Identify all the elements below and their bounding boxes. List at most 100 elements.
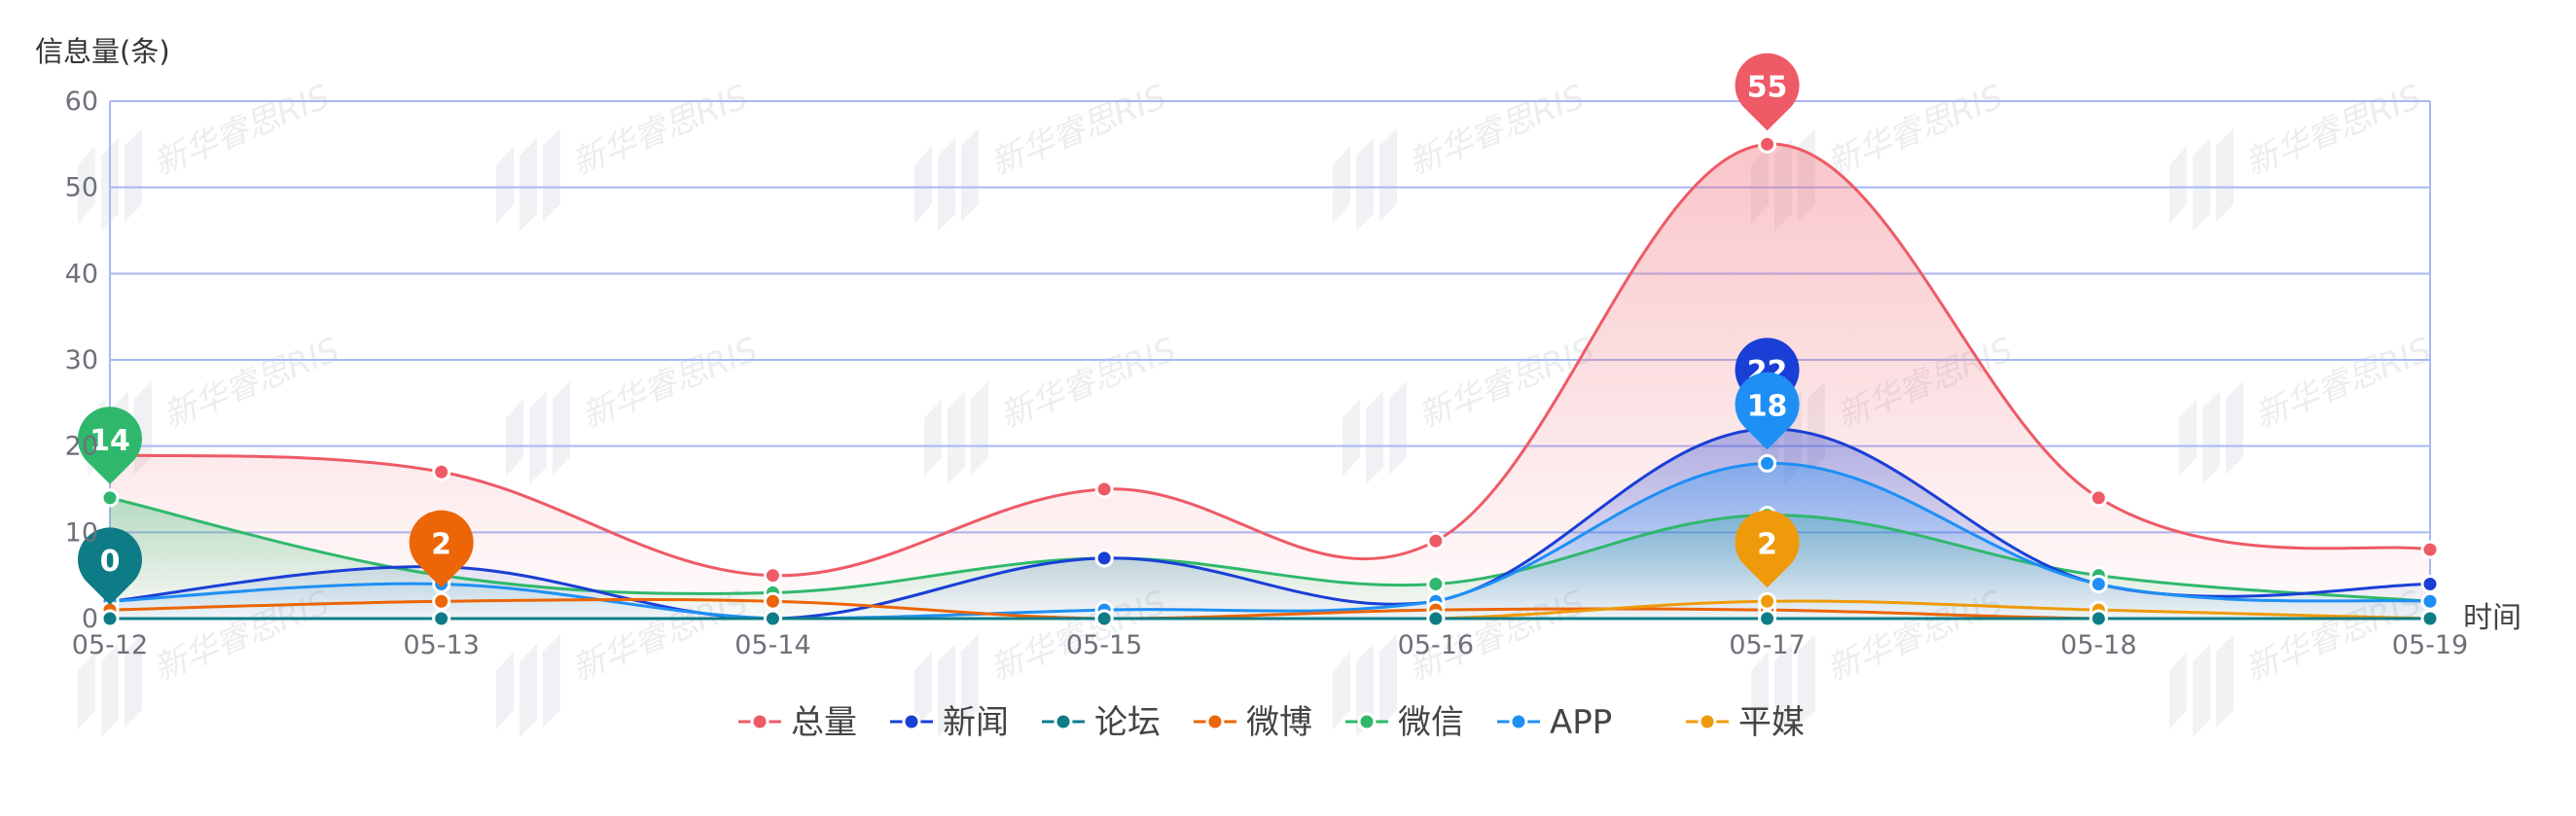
watermark-text: 新华睿思RIS — [566, 78, 753, 184]
watermark-text: 新华睿思RIS — [148, 78, 335, 184]
data-point — [2089, 488, 2108, 508]
data-point — [2420, 591, 2440, 611]
watermark-text: 新华睿思RIS — [1403, 78, 1590, 184]
watermark-shape — [1333, 634, 1397, 737]
data-point — [2420, 609, 2440, 628]
value-marker-pin: 2 — [409, 510, 474, 588]
legend-label: 新闻 — [943, 703, 1009, 742]
x-tick-label: 05-12 — [72, 630, 148, 660]
legend-marker — [750, 712, 769, 731]
data-point — [763, 591, 782, 611]
value-marker-pin: 2 — [1735, 510, 1800, 588]
watermark-text: 新华睿思RIS — [1821, 78, 2008, 184]
pin-shape — [1735, 53, 1800, 131]
x-tick-label: 05-18 — [2060, 630, 2136, 660]
watermark-shape — [2179, 381, 2243, 484]
data-point — [432, 462, 451, 481]
legend-marker — [902, 712, 921, 731]
legend-label: 平媒 — [1738, 703, 1805, 742]
legend-item-5[interactable]: APP — [1497, 703, 1612, 742]
watermark-shape — [496, 128, 560, 231]
data-point — [1094, 609, 1114, 628]
series-line-1 — [109, 427, 2431, 621]
data-point — [763, 609, 782, 628]
data-point — [2420, 540, 2440, 559]
watermark-logo: 新华睿思RIS — [924, 331, 1182, 484]
legend-item-4[interactable]: 微信 — [1345, 703, 1464, 742]
series-lines — [109, 142, 2431, 621]
series-points — [100, 134, 2440, 628]
pin-shape — [78, 527, 143, 605]
pin-value-label: 14 — [89, 424, 130, 458]
data-point — [432, 591, 451, 611]
watermark-logo: 新华睿思RIS — [2179, 331, 2437, 484]
x-tick-label: 05-13 — [403, 630, 479, 660]
series-line-0 — [109, 142, 2431, 578]
x-tick-label: 05-16 — [1398, 630, 1474, 660]
y-tick-label: 50 — [65, 173, 98, 203]
watermark-shape — [2169, 128, 2234, 231]
data-point — [2089, 575, 2108, 594]
data-point — [100, 488, 120, 508]
legend-label: 微信 — [1398, 703, 1464, 742]
data-point — [1758, 453, 1777, 473]
x-axis-title: 时间 — [2463, 601, 2522, 635]
watermark-shape — [506, 381, 570, 484]
y-tick-label: 20 — [65, 432, 98, 462]
data-point — [2420, 575, 2440, 594]
watermark-text: 新华睿思RIS — [994, 331, 1181, 437]
data-point — [432, 609, 451, 628]
x-tick-label: 05-14 — [734, 630, 810, 660]
legend-item-0[interactable]: 总量 — [738, 703, 857, 742]
watermark-text: 新华睿思RIS — [576, 331, 763, 437]
data-point — [100, 609, 120, 628]
pin-value-label: 55 — [1747, 70, 1788, 104]
y-tick-label: 60 — [65, 87, 98, 117]
legend-item-6[interactable]: 平媒 — [1686, 703, 1805, 742]
data-point — [1426, 575, 1446, 594]
legend-item-2[interactable]: 论坛 — [1042, 703, 1161, 742]
watermark-shape — [2169, 634, 2234, 737]
y-tick-label: 0 — [82, 604, 98, 634]
y-tick-label: 40 — [65, 259, 98, 289]
legend-label: 微博 — [1246, 703, 1312, 742]
watermark-shape — [924, 381, 988, 484]
watermark-shape — [496, 634, 560, 737]
legend-item-3[interactable]: 微博 — [1194, 703, 1312, 742]
watermark-shape — [78, 634, 142, 737]
legend-label: 总量 — [791, 703, 857, 742]
data-point — [1758, 609, 1777, 628]
watermark-text: 新华睿思RIS — [2249, 331, 2436, 437]
data-point — [2089, 609, 2108, 628]
watermark-shape — [914, 128, 979, 231]
x-tick-label: 05-15 — [1066, 630, 1142, 660]
watermark-logo: 新华睿思RIS — [506, 331, 764, 484]
pin-shape — [1735, 510, 1800, 588]
value-marker-pin: 55 — [1735, 53, 1800, 131]
data-point — [1758, 591, 1777, 611]
value-marker-pin: 0 — [78, 527, 143, 605]
data-point — [1094, 479, 1114, 499]
legend-marker — [1357, 712, 1377, 731]
legend-label: 论坛 — [1094, 703, 1161, 742]
series-line-5 — [109, 461, 2431, 621]
legend-marker — [1509, 712, 1528, 731]
legend-label: APP — [1550, 703, 1612, 742]
data-point — [1426, 531, 1446, 550]
legend-marker — [1054, 712, 1073, 731]
legend-marker — [1698, 712, 1717, 731]
series-area-5 — [110, 463, 2430, 619]
data-point — [1094, 549, 1114, 568]
y-axis-title: 信息量(条) — [35, 35, 170, 68]
watermark-text: 新华睿思RIS — [2239, 78, 2426, 184]
watermark-shape — [1333, 128, 1397, 231]
legend-item-1[interactable]: 新闻 — [890, 703, 1009, 742]
pin-shape — [409, 510, 474, 588]
value-marker-pin: 14 — [78, 407, 143, 484]
legend-marker — [1205, 712, 1225, 731]
y-tick-label: 10 — [65, 517, 98, 548]
